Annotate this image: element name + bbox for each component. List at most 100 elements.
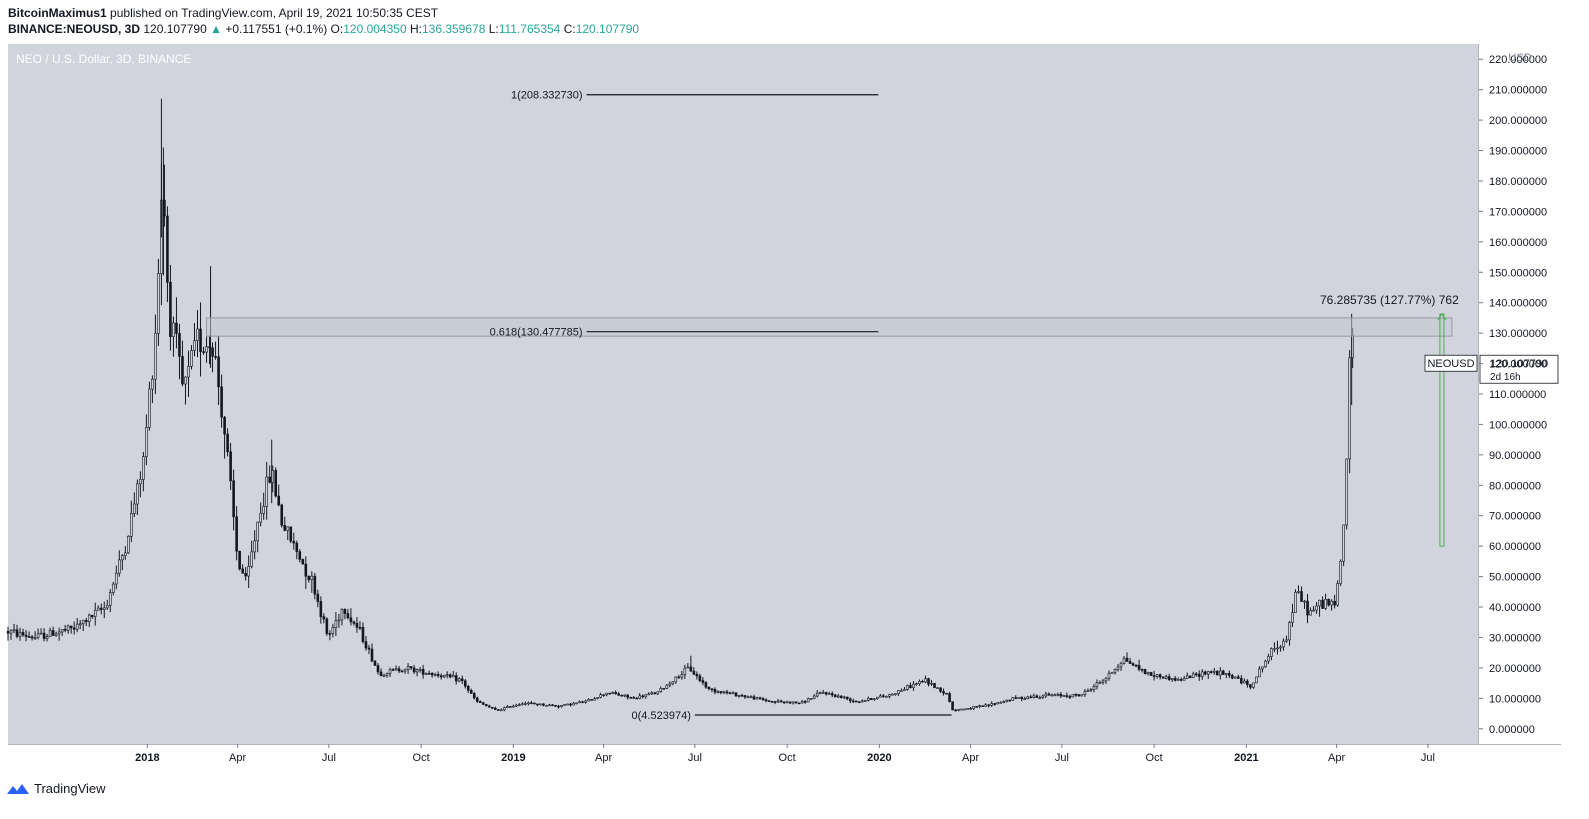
- candle-body: [629, 697, 632, 699]
- candle-body: [139, 479, 142, 485]
- resistance-zone[interactable]: [206, 317, 1453, 337]
- candle-body: [987, 704, 990, 707]
- candle-body: [963, 708, 966, 711]
- candle-body: [1074, 694, 1078, 696]
- candle-body: [668, 683, 672, 686]
- candle-body: [118, 559, 121, 574]
- candle-body: [770, 701, 774, 703]
- price-tick-label: 130.000000: [1489, 328, 1547, 340]
- candle-body: [809, 698, 813, 700]
- candle-body: [102, 607, 106, 610]
- candle-body: [1327, 598, 1330, 606]
- time-tick-label: 2020: [867, 752, 891, 764]
- candle-body: [497, 709, 500, 711]
- candle-body: [1131, 663, 1135, 666]
- candle-body: [981, 705, 984, 708]
- candle-body: [1005, 699, 1009, 702]
- time-tick-label: Jul: [688, 752, 702, 764]
- candle-body: [304, 563, 308, 577]
- candle-body: [12, 629, 16, 632]
- candle-body: [87, 614, 91, 623]
- candle-body: [1122, 657, 1126, 664]
- fib-level-label: 0(4.523974): [632, 710, 691, 722]
- candle-body: [852, 700, 855, 703]
- candle-body: [433, 674, 437, 676]
- candle-body: [385, 673, 389, 676]
- candle-body: [301, 559, 305, 565]
- plot-area[interactable]: [8, 44, 1478, 744]
- candle-body: [524, 703, 527, 705]
- candle-body: [551, 704, 554, 707]
- price-tick-label: 150.000000: [1489, 267, 1547, 279]
- candle-body: [1044, 693, 1048, 697]
- candle-body: [292, 540, 296, 544]
- price-axis[interactable]: [1479, 44, 1561, 744]
- candle-body: [1035, 695, 1039, 698]
- candle-body: [900, 690, 903, 692]
- candle-body: [331, 627, 335, 634]
- candle-body: [548, 704, 551, 707]
- candle-body: [277, 495, 281, 506]
- footer-brand[interactable]: TradingView: [6, 781, 106, 796]
- candle-body: [755, 697, 759, 700]
- candle-body: [674, 676, 678, 683]
- symbol-name[interactable]: BINANCE:NEOUSD, 3D: [8, 22, 141, 36]
- candle-body: [1158, 674, 1162, 678]
- candle-body: [355, 623, 359, 628]
- candle-body: [250, 551, 253, 567]
- open-value: 120.004350: [343, 22, 407, 36]
- candle-body: [1056, 693, 1060, 696]
- candle-body: [560, 705, 563, 708]
- candle-body: [148, 388, 151, 428]
- candle-body: [1092, 686, 1096, 691]
- candle-body: [256, 521, 259, 542]
- candle-body: [1206, 671, 1210, 675]
- candle-body: [587, 699, 590, 702]
- candle-body: [319, 601, 323, 617]
- candle-body: [136, 483, 139, 505]
- candle-body: [1228, 673, 1231, 676]
- time-tick-label: Apr: [962, 752, 979, 764]
- candle-body: [653, 692, 657, 695]
- candle-body: [1050, 694, 1054, 697]
- author-name[interactable]: BitcoinMaximus1: [8, 6, 107, 20]
- candle-body: [1023, 698, 1027, 701]
- candle-body: [1041, 695, 1045, 698]
- candle-body: [1345, 458, 1348, 526]
- candle-body: [725, 691, 729, 694]
- candle-body: [990, 703, 993, 706]
- candle-body: [1218, 670, 1222, 676]
- candles-layer: [6, 98, 1354, 712]
- candle-body: [494, 707, 497, 710]
- candle-body: [1333, 600, 1336, 606]
- candle-body: [752, 696, 756, 700]
- candle-body: [882, 695, 885, 698]
- time-tick-label: Jul: [1421, 752, 1435, 764]
- candle-body: [145, 427, 148, 457]
- candle-body: [1237, 676, 1240, 679]
- candle-body: [400, 670, 404, 673]
- candle-body: [1258, 668, 1261, 678]
- candle-body: [918, 680, 921, 685]
- price-tick-label: 120.000000: [1489, 359, 1547, 371]
- candle-body: [1116, 666, 1120, 670]
- candle-body: [42, 632, 46, 639]
- candle-body: [1170, 678, 1174, 681]
- fib-level-label: 0.618(130.477785): [490, 327, 583, 339]
- candle-body: [190, 350, 193, 367]
- low-value: 111.765354: [498, 22, 561, 36]
- candle-body: [1315, 605, 1318, 611]
- candle-body: [1252, 682, 1255, 688]
- candle-body: [695, 674, 699, 677]
- candle-body: [776, 700, 780, 703]
- candle-body: [731, 692, 735, 695]
- time-tick-label: Oct: [413, 752, 430, 764]
- candle-body: [1212, 670, 1216, 673]
- candle-body: [1200, 671, 1204, 677]
- candle-body: [584, 700, 587, 703]
- candle-body: [1321, 599, 1324, 609]
- candle-body: [1188, 675, 1192, 679]
- candle-body: [617, 693, 620, 696]
- candle-body: [707, 686, 711, 689]
